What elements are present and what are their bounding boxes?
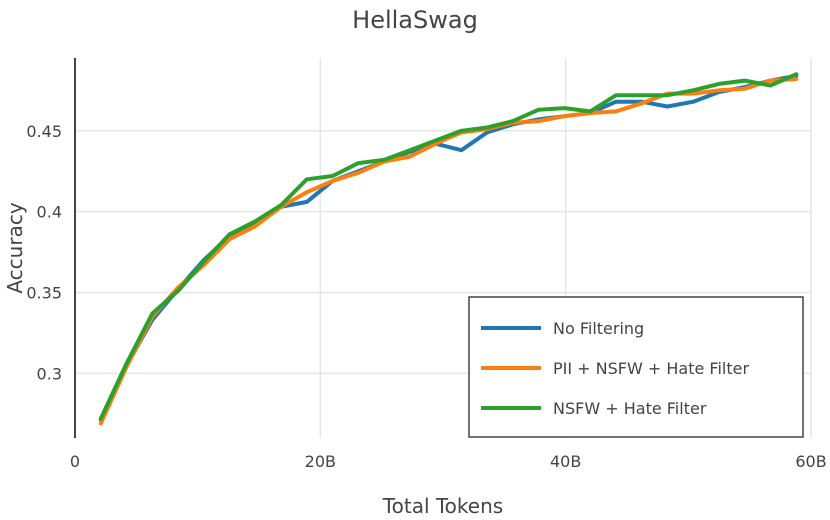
- x-tick-label: 0: [70, 452, 80, 471]
- y-tick-label: 0.45: [26, 122, 62, 141]
- chart-title: HellaSwag: [352, 6, 478, 34]
- tick-labels: 0.3 0.35 0.4 0.45 0 20B 40B 60B: [26, 122, 826, 471]
- y-tick-label: 0.35: [26, 283, 62, 302]
- y-axis-title: Accuracy: [3, 202, 27, 293]
- y-tick-label: 0.3: [37, 364, 62, 383]
- x-tick-label: 20B: [305, 452, 336, 471]
- series-lines: [98, 72, 799, 426]
- x-axis-title: Total Tokens: [382, 494, 503, 518]
- x-tick-label: 60B: [795, 452, 826, 471]
- legend-label: PII + NSFW + Hate Filter: [553, 359, 749, 378]
- legend: No Filtering PII + NSFW + Hate Filter NSFW…: [468, 296, 804, 438]
- x-tick-label: 40B: [550, 452, 581, 471]
- series-line-3: [98, 72, 799, 421]
- legend-label: No Filtering: [553, 319, 644, 338]
- legend-label: NSFW + Hate Filter: [553, 399, 707, 418]
- y-tick-label: 0.4: [37, 203, 62, 222]
